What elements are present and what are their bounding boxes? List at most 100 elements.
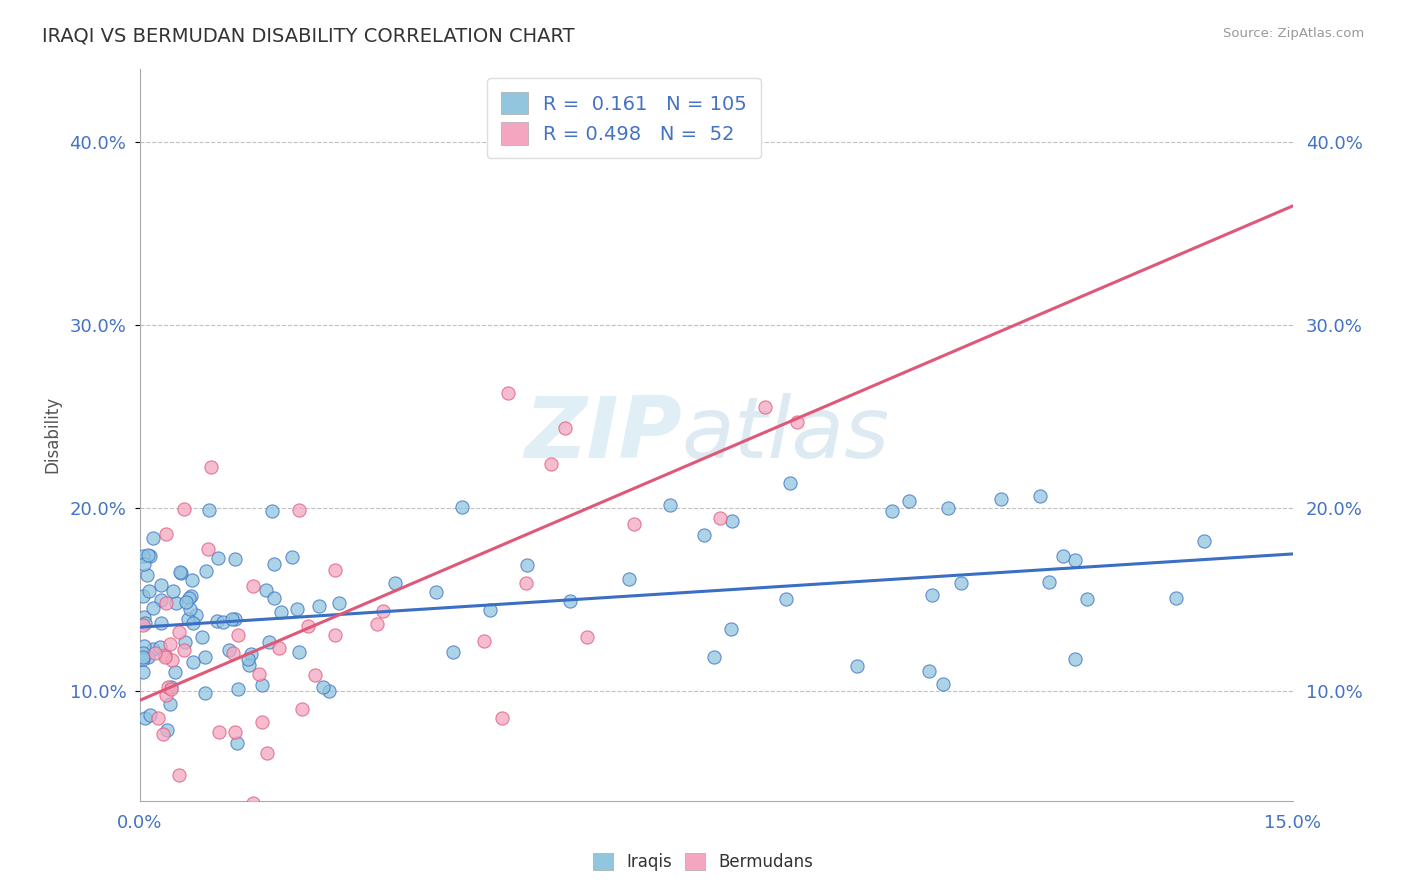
Point (288, 645, 311, 659)
Point (152, 727, 174, 741)
Point (149, 640, 172, 655)
Point (142, 641, 165, 656)
Point (181, 655, 204, 669)
Point (153, 649, 176, 664)
Point (450, 500, 472, 514)
Point (173, 502, 195, 516)
Point (270, 605, 292, 619)
Point (1076, 591, 1098, 606)
Point (263, 591, 285, 605)
Point (311, 680, 333, 694)
Point (163, 665, 186, 680)
Point (288, 502, 311, 516)
Point (540, 457, 562, 471)
Point (936, 500, 959, 515)
Point (179, 602, 201, 616)
Point (242, 579, 264, 593)
Point (169, 565, 191, 579)
Point (177, 612, 200, 626)
Point (1063, 651, 1085, 665)
Point (162, 583, 184, 598)
Point (1166, 591, 1188, 605)
Point (918, 664, 941, 678)
Point (221, 646, 243, 660)
Point (132, 665, 155, 680)
Point (786, 415, 808, 429)
Point (238, 652, 260, 666)
Point (180, 589, 202, 603)
Point (1052, 549, 1074, 564)
Point (190, 831, 212, 846)
Point (150, 593, 173, 607)
Point (846, 658, 869, 673)
Point (281, 550, 304, 565)
Point (169, 624, 191, 639)
Point (318, 684, 340, 698)
Point (134, 711, 156, 725)
Point (558, 594, 581, 608)
Point (1192, 533, 1215, 548)
Point (139, 549, 162, 563)
Point (897, 494, 920, 508)
Point (384, 576, 406, 591)
Point (197, 541, 219, 556)
Point (260, 504, 283, 518)
Point (142, 531, 165, 545)
Point (250, 715, 273, 730)
Point (247, 667, 270, 681)
Point (990, 491, 1012, 506)
Point (159, 698, 181, 712)
Point (202, 815, 225, 830)
Point (138, 649, 160, 664)
Point (132, 557, 155, 571)
Text: atlas: atlas (682, 393, 890, 476)
Point (779, 475, 801, 490)
Point (194, 686, 217, 700)
Point (155, 688, 177, 702)
Point (291, 702, 314, 716)
Point (159, 637, 181, 651)
Point (658, 498, 681, 512)
Text: ZIP: ZIP (524, 393, 682, 476)
Point (226, 736, 249, 750)
Point (880, 504, 903, 518)
Point (165, 596, 187, 610)
Point (441, 645, 464, 659)
Legend: Iraqis, Bermudans: Iraqis, Bermudans (585, 845, 821, 880)
Point (145, 647, 167, 661)
Point (775, 591, 797, 606)
Point (132, 652, 155, 666)
Point (150, 578, 173, 592)
Point (554, 421, 576, 435)
Point (576, 630, 599, 644)
Point (709, 511, 731, 525)
Point (191, 630, 214, 644)
Point (159, 681, 181, 696)
Point (194, 564, 217, 578)
Point (703, 650, 725, 665)
Point (721, 514, 744, 528)
Point (297, 619, 319, 633)
Point (720, 622, 742, 636)
Point (496, 386, 519, 401)
Point (132, 639, 155, 653)
Point (132, 589, 155, 603)
Point (208, 724, 231, 739)
Point (177, 591, 200, 606)
Point (200, 460, 222, 475)
Point (479, 603, 502, 617)
Point (132, 649, 155, 664)
Point (325, 563, 347, 577)
Point (155, 527, 177, 541)
Point (242, 796, 264, 810)
Point (170, 566, 193, 581)
Point (132, 618, 155, 632)
Point (472, 634, 495, 648)
Point (193, 650, 215, 665)
Point (240, 647, 263, 661)
Point (155, 596, 177, 610)
Point (515, 576, 537, 591)
Point (132, 549, 155, 563)
Point (174, 595, 197, 609)
Point (183, 832, 205, 847)
